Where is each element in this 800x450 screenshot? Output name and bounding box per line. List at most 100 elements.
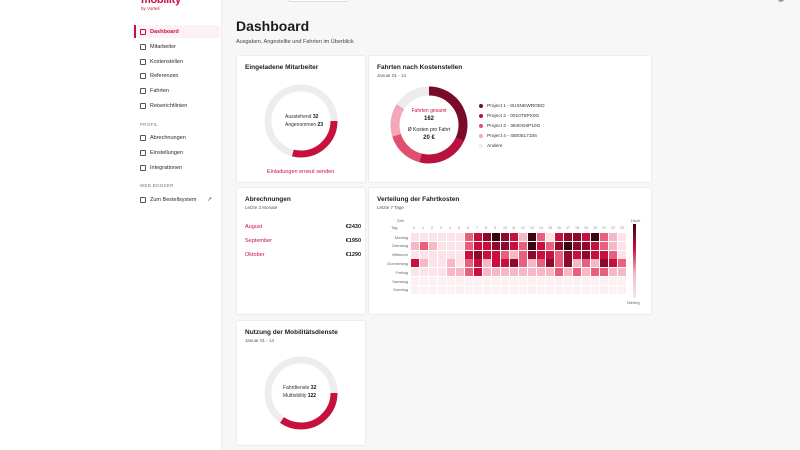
heatmap-cell xyxy=(465,250,474,259)
heatmap-cell xyxy=(555,259,564,268)
heatmap-cell xyxy=(420,233,429,241)
heatmap-cell xyxy=(564,268,573,277)
sidebar-item-reiserichtlinien[interactable]: Reiserichtlinien xyxy=(134,99,220,112)
heatmap-cell xyxy=(501,241,510,250)
heatmap-cell xyxy=(528,285,537,294)
heatmap-day-label: Donnerstag xyxy=(387,260,408,266)
heatmap-cell xyxy=(501,250,510,259)
heatmap-cell xyxy=(600,268,609,277)
heatmap-cell xyxy=(591,277,600,285)
heatmap-cell xyxy=(528,259,537,268)
heatmap-cell xyxy=(420,259,429,268)
heatmap-cell xyxy=(492,285,501,294)
heatmap-cell xyxy=(447,233,456,241)
sidebar-item-label: Zum Bestellsystem xyxy=(150,196,197,203)
sidebar-item-dashboard[interactable]: Dashboard xyxy=(134,25,220,38)
heatmap-cell xyxy=(591,268,600,277)
legend-label: Project 1 - 8USNEWROED xyxy=(487,103,545,109)
heatmap-cell xyxy=(600,250,609,259)
heatmap-cell xyxy=(528,277,537,285)
heatmap-cell xyxy=(564,259,573,268)
card-period: Januar 01 - 14 xyxy=(245,338,275,343)
heatmap-cell xyxy=(609,277,618,285)
sidebar-item-abrechnungen[interactable]: Abrechnungen xyxy=(134,131,220,144)
heat-scale-bar xyxy=(633,224,636,298)
top-bar-button[interactable] xyxy=(288,0,348,2)
heatmap-cell xyxy=(528,241,537,250)
sidebar-item-integrationen[interactable]: Integrationen xyxy=(134,161,220,174)
heatmap-cell xyxy=(438,285,447,294)
heatmap-cell xyxy=(420,277,429,285)
resend-invitations-link[interactable]: Einladungen erneut senden xyxy=(267,169,335,175)
sidebar-item-kostenstellen[interactable]: Kostenstellen xyxy=(134,55,220,68)
pending-value: 32 xyxy=(312,114,319,120)
invoice-icon xyxy=(140,134,146,141)
heatmap-cell xyxy=(609,241,618,250)
heatmap-cell xyxy=(465,241,474,250)
heatmap-hour-label: 18 xyxy=(575,226,579,230)
sidebar-item-referenzen[interactable]: Referenzen xyxy=(134,69,220,82)
sidebar-item-bestellsystem[interactable]: Zum Bestellsystem ↗ xyxy=(134,193,220,206)
main-content: Dashboard Ausgaben, Angestellte und Fahr… xyxy=(222,0,800,450)
heatmap-cell xyxy=(429,259,438,268)
heatmap-cell xyxy=(564,250,573,259)
heatmap-cell xyxy=(537,285,546,294)
heatmap-cell xyxy=(474,285,483,294)
heatmap-cell xyxy=(519,268,528,277)
sidebar-item-mitarbeiter[interactable]: Mitarbeiter xyxy=(134,40,220,53)
heatmap-cell xyxy=(411,233,420,241)
donut-segment-accepted xyxy=(264,84,338,158)
billing-row[interactable]: September €1950 xyxy=(245,238,361,244)
heatmap-cell xyxy=(555,285,564,294)
heatmap-cell xyxy=(519,233,528,241)
heatmap-cell xyxy=(465,285,474,294)
heatmap-day-label: Freitag xyxy=(395,269,408,275)
heatmap-cell xyxy=(483,285,492,294)
heatmap-cell xyxy=(573,268,582,277)
heatmap-cell xyxy=(456,268,465,277)
heatmap-cell xyxy=(429,250,438,259)
heatmap-hour-label: 19 xyxy=(584,226,588,230)
heatmap-cell xyxy=(573,277,582,285)
scale-low-label: Niedrig xyxy=(627,300,640,305)
heatmap-cell xyxy=(483,259,492,268)
card-title: Fahrten nach Kostenstellen xyxy=(377,64,463,71)
heatmap-cell xyxy=(411,259,420,268)
section-label-profil: PROFIL xyxy=(140,122,159,127)
heatmap-day-label: Samstag xyxy=(392,278,408,284)
heatmap-cell xyxy=(618,277,627,285)
heatmap-cell xyxy=(555,241,564,250)
heatmap-cell xyxy=(573,233,582,241)
accepted-label: Angenommen xyxy=(285,122,317,128)
heatmap-cell xyxy=(447,250,456,259)
heatmap-cell xyxy=(564,277,573,285)
heatmap-day-label: Mittwoch xyxy=(392,252,408,258)
heatmap-cell xyxy=(510,285,519,294)
heatmap-cell xyxy=(438,250,447,259)
billing-row[interactable]: Oktober €1290 xyxy=(245,252,361,258)
reference-icon xyxy=(140,72,146,79)
billing-row[interactable]: August €2430 xyxy=(245,224,361,230)
heatmap-cell xyxy=(411,241,420,250)
user-avatar[interactable] xyxy=(778,0,784,2)
heatmap-cell xyxy=(456,277,465,285)
heatmap-cell xyxy=(618,268,627,277)
heatmap-cell xyxy=(609,285,618,294)
heatmap-hour-label: 5 xyxy=(458,226,460,230)
heatmap-cell xyxy=(429,285,438,294)
billing-month: Oktober xyxy=(245,252,265,258)
heatmap-hour-label: 3 xyxy=(440,226,442,230)
total-trips-label: Fahrten gesamt xyxy=(411,108,447,114)
sidebar-item-fahrten[interactable]: Fahrten xyxy=(134,84,220,97)
sidebar-item-einstellungen[interactable]: Einstellungen xyxy=(134,146,220,159)
heatmap-cell xyxy=(510,250,519,259)
multimobility-value: 122 xyxy=(307,393,317,399)
legend-dot xyxy=(479,104,483,108)
heatmap-cell xyxy=(456,285,465,294)
heatmap-cell xyxy=(492,233,501,241)
logo[interactable]: mobility by Vorteil xyxy=(141,0,201,11)
heatmap-cell xyxy=(546,277,555,285)
invited-donut xyxy=(264,84,338,158)
users-icon xyxy=(140,43,146,50)
legend-label: Andere xyxy=(487,143,503,149)
